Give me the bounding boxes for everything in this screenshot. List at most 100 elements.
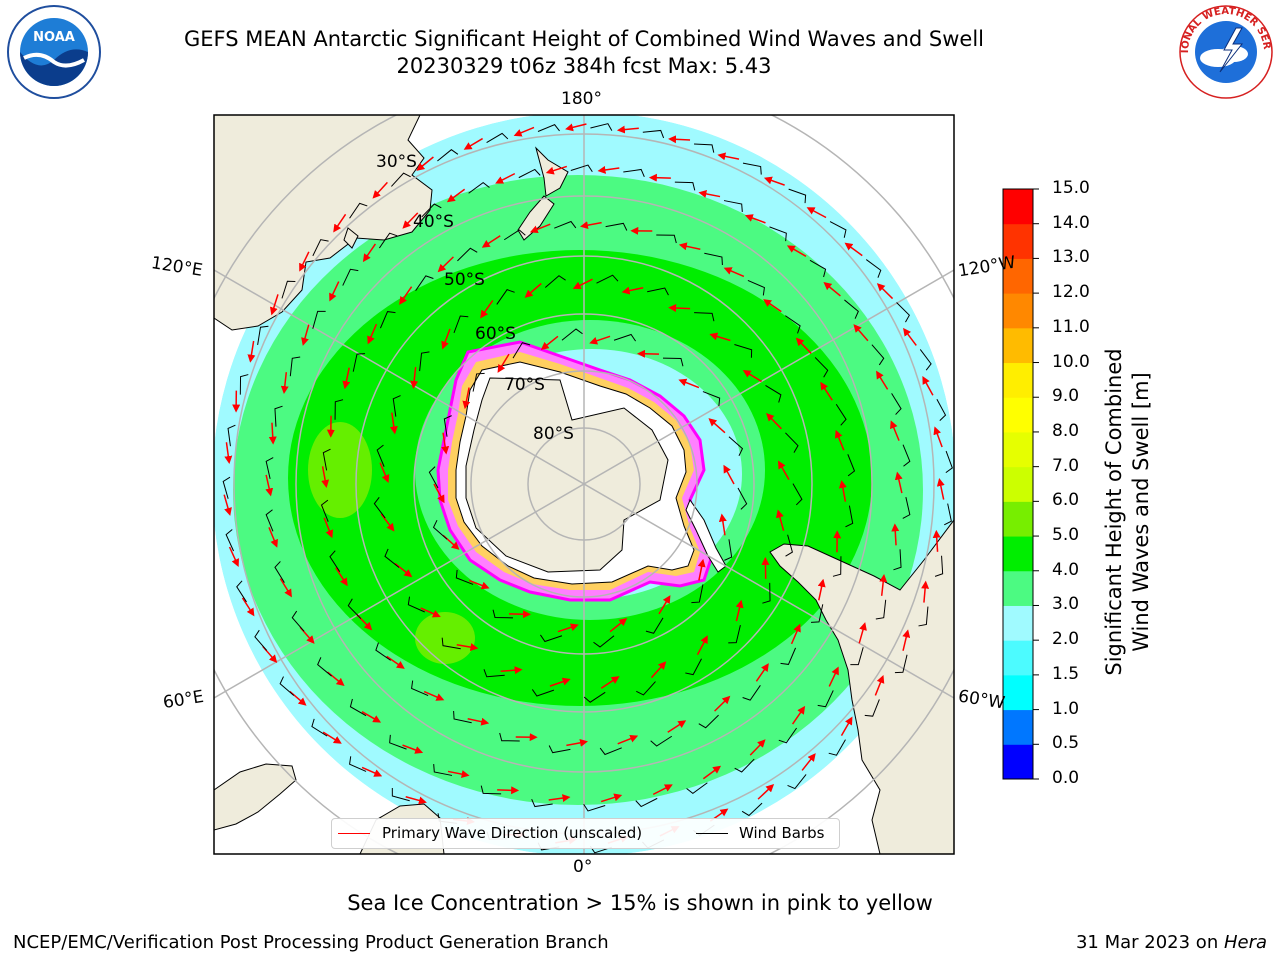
wave-direction-arrow (394, 562, 413, 578)
wind-barb (918, 606, 929, 627)
colorbar-tick-label: 4.0 (1052, 559, 1080, 580)
wind-barb (317, 657, 332, 677)
wave-direction-arrow (820, 381, 833, 401)
sea-ice-note: Sea Ice Concentration > 15% is shown in … (347, 891, 933, 915)
wind-barb (453, 710, 472, 724)
colorbar-label-line1: Significant Height of Combined (1102, 348, 1126, 676)
wind-barb (662, 357, 684, 367)
colorbar-tick-label: 1.5 (1052, 663, 1080, 684)
wave-direction-arrow (853, 324, 869, 342)
wind-barb (599, 747, 622, 756)
wave-direction-arrow (823, 281, 841, 297)
wave-direction-arrow (742, 369, 762, 383)
wind-barb (375, 642, 391, 661)
wave-direction-arrow (402, 744, 424, 754)
wind-barb (222, 476, 231, 499)
wave-direction-arrow (903, 327, 917, 346)
colorbar-bin (1003, 744, 1033, 780)
wind-barb (724, 539, 733, 561)
wind-barb (742, 685, 761, 701)
wind-barb (636, 681, 656, 696)
wind-barb (554, 220, 577, 229)
wave-direction-arrow (329, 281, 340, 302)
graticule (214, 115, 954, 854)
wind-barb (483, 669, 505, 678)
wave-direction-arrow (423, 690, 445, 701)
colorbar-bin (1003, 709, 1033, 745)
wind-barb (349, 202, 368, 219)
wind-barb (496, 289, 515, 305)
wind-barb (647, 287, 669, 296)
wave-direction-arrow (389, 412, 398, 435)
wind-barb (391, 172, 411, 187)
wind-barb (698, 714, 719, 729)
wave-direction-arrow (776, 509, 785, 531)
wind-barb (512, 342, 531, 359)
wind-barb (694, 312, 715, 322)
wind-barb (468, 181, 490, 194)
wave-direction-arrow (269, 294, 279, 316)
lon-label-180: 180° (561, 89, 602, 109)
wave-direction-arrow (790, 623, 801, 645)
wave-direction-arrow (524, 282, 542, 298)
wave-direction-arrow (557, 623, 579, 633)
colorbar-frame (1002, 188, 1034, 780)
wave-direction-arrow (876, 370, 889, 390)
colorbar-tick-label: 6.0 (1052, 490, 1080, 511)
wave-direction-arrow (902, 629, 911, 651)
wind-barb (236, 580, 247, 603)
tasmania (343, 227, 359, 249)
wave-direction-arrow (441, 328, 451, 350)
wind-barb (480, 785, 502, 795)
wind-barb (342, 268, 359, 286)
svg-text:NOAA: NOAA (33, 30, 75, 45)
wind-barb (829, 221, 847, 238)
wind-barb (274, 561, 285, 583)
lat-label-30s: 30°S (376, 152, 417, 172)
wind-barb (642, 129, 665, 139)
wind-barb (864, 699, 880, 717)
wind-barb (704, 252, 723, 266)
wind-barb (656, 234, 677, 244)
wave-direction-arrow (322, 731, 342, 744)
wind-barb (944, 503, 952, 526)
new-zealand-south (517, 195, 555, 241)
wave-direction-arrow (467, 717, 490, 726)
wind-barb (492, 609, 514, 619)
wave-direction-arrow (321, 466, 330, 489)
lat-label-60s: 60°S (475, 324, 516, 344)
wind-barb (785, 432, 799, 453)
wind-barb (919, 349, 932, 371)
wind-barb (945, 450, 953, 474)
wave-direction-arrow (589, 335, 611, 345)
wave-direction-arrow (405, 796, 427, 805)
antarctic-peninsula (685, 498, 727, 573)
wind-barb (694, 143, 715, 153)
wind-barb (389, 734, 407, 750)
wind-barb (329, 550, 341, 573)
wave-direction-arrow (755, 663, 769, 682)
wind-barb (893, 549, 902, 571)
colorbar-bin (1003, 189, 1033, 225)
wind-barb (384, 548, 400, 568)
nws-logo: NATIONAL WEATHER SERVICE (1178, 4, 1273, 99)
wave-direction-arrow (702, 765, 722, 780)
wave-direction-arrow (652, 784, 673, 796)
colorbar-tick-label: 13.0 (1052, 247, 1090, 268)
wind-barb (378, 232, 398, 249)
wind-barb (691, 584, 704, 604)
wave-direction-arrow (828, 666, 839, 687)
wind-barb (734, 344, 753, 358)
wave-direction-arrow (223, 494, 232, 516)
wind-barb (239, 374, 249, 395)
wind-barb (457, 247, 478, 262)
wave-direction-arrow (621, 286, 644, 295)
wave-direction-arrow (668, 303, 691, 312)
wind-barb (312, 239, 329, 257)
wind-barb (894, 654, 908, 674)
wind-barb (734, 758, 755, 773)
colorbar-bin (1003, 674, 1033, 711)
wave-direction-arrow (597, 165, 620, 174)
lat-label-40s: 40°S (413, 212, 454, 232)
